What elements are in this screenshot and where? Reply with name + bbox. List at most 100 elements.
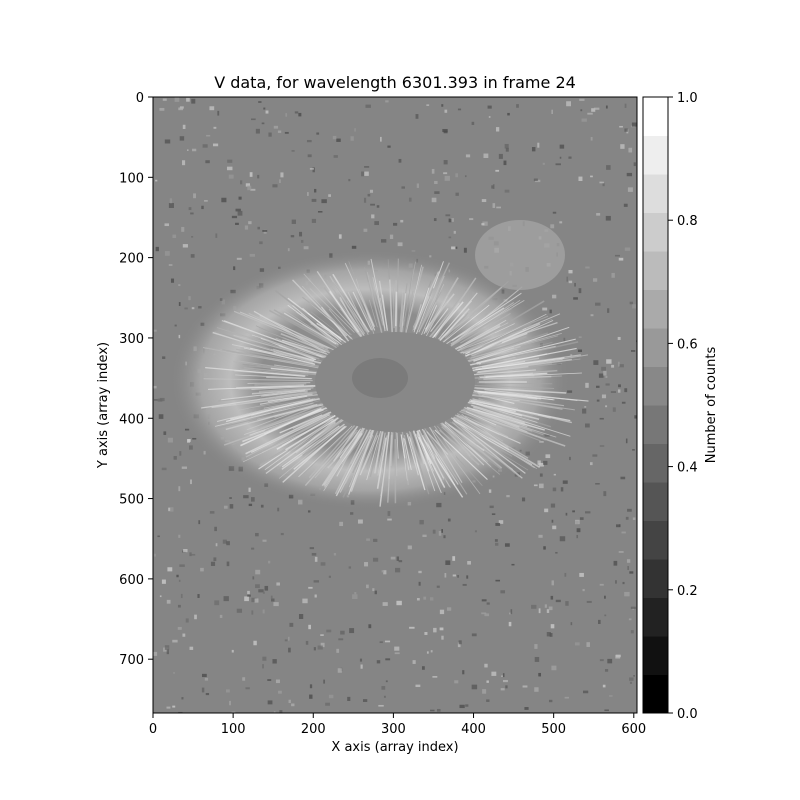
speckle <box>443 535 446 539</box>
speckle <box>172 705 176 708</box>
speckle <box>465 154 471 158</box>
colorbar-band <box>643 674 668 714</box>
fibril <box>467 345 521 362</box>
speckle <box>191 236 194 238</box>
fibril <box>410 437 430 495</box>
speckle <box>264 585 269 591</box>
speckle <box>481 612 487 615</box>
fibril <box>453 422 513 457</box>
speckle <box>219 614 223 618</box>
fibril <box>329 290 360 333</box>
colorbar-band <box>643 174 668 213</box>
speckle <box>289 622 294 627</box>
speckle <box>598 373 604 378</box>
speckle <box>624 103 627 108</box>
fibril <box>293 425 347 470</box>
speckle <box>364 562 369 567</box>
speckle <box>278 690 282 694</box>
speckle <box>467 561 471 565</box>
speckle <box>231 215 238 219</box>
speckle <box>311 218 317 223</box>
fibril <box>281 414 337 446</box>
speckle <box>307 154 312 158</box>
speckle <box>372 588 375 592</box>
speckle <box>227 159 233 163</box>
speckle <box>498 520 504 524</box>
fibril <box>420 434 464 498</box>
fibril <box>208 385 317 390</box>
speckle <box>488 116 491 118</box>
speckle <box>416 183 419 188</box>
speckle <box>422 534 427 538</box>
speckle <box>626 559 631 563</box>
speckle <box>253 640 257 646</box>
fibril <box>238 396 308 411</box>
speckle <box>236 257 242 260</box>
x-tick-label: 300 <box>381 722 406 737</box>
speckle <box>168 264 173 266</box>
speckle <box>621 401 626 404</box>
speckle <box>162 356 166 359</box>
speckle <box>172 639 178 643</box>
speckle <box>416 598 420 601</box>
speckle <box>457 642 461 648</box>
fibril <box>327 430 362 469</box>
speckle <box>602 684 606 688</box>
speckle <box>384 640 391 643</box>
fibril <box>469 320 535 355</box>
fibril <box>268 309 337 348</box>
speckle <box>382 602 388 606</box>
speckle <box>279 179 281 184</box>
speckle <box>201 687 205 693</box>
speckle <box>590 175 593 178</box>
speckle <box>262 609 265 614</box>
speckle <box>444 109 448 113</box>
fibril <box>439 308 470 341</box>
speckle <box>290 235 295 238</box>
speckle <box>351 245 357 249</box>
speckle <box>338 638 344 641</box>
speckle <box>153 385 157 389</box>
y-tick-label: 0 <box>136 91 144 106</box>
speckle <box>481 199 487 203</box>
speckle <box>491 671 497 676</box>
speckle <box>579 572 584 577</box>
speckle <box>273 125 279 129</box>
speckle <box>572 510 575 513</box>
speckle <box>381 570 385 573</box>
speckle <box>200 567 204 572</box>
speckle <box>602 181 605 187</box>
fibril <box>470 404 528 428</box>
fibril <box>484 389 578 401</box>
speckle <box>433 218 437 222</box>
speckle <box>452 574 456 577</box>
fibril <box>374 429 385 469</box>
speckle <box>624 388 628 393</box>
speckle <box>258 589 264 593</box>
speckle <box>578 336 582 339</box>
speckle <box>412 660 416 664</box>
y-tick-label: 500 <box>119 493 144 508</box>
speckle <box>251 547 255 550</box>
speckle <box>419 519 424 525</box>
speckle <box>481 599 487 602</box>
y-axis-label: Y axis (array index) <box>96 342 111 469</box>
pore-bright-region <box>475 220 565 290</box>
speckle <box>620 476 626 480</box>
speckle <box>387 145 391 148</box>
speckle <box>616 524 621 528</box>
speckle <box>385 658 391 661</box>
fibril <box>395 430 398 476</box>
fibril <box>278 424 345 479</box>
speckle <box>262 664 264 669</box>
speckle <box>313 580 320 583</box>
speckle <box>500 688 505 691</box>
speckle <box>204 677 209 681</box>
speckle <box>599 445 605 447</box>
fibril <box>422 430 439 457</box>
speckle <box>280 172 284 178</box>
fibril <box>406 266 424 327</box>
speckle <box>596 213 601 216</box>
fibril <box>381 294 388 330</box>
speckle <box>445 214 451 217</box>
